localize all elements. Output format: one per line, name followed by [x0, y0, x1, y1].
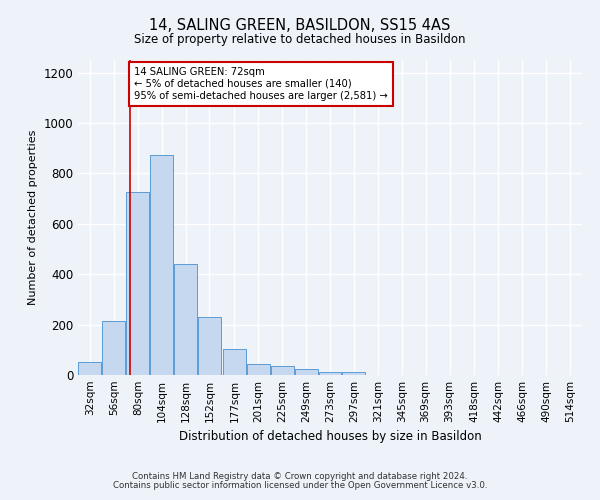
Text: Size of property relative to detached houses in Basildon: Size of property relative to detached ho… [134, 32, 466, 46]
Bar [103, 321, 125, 375]
Bar [319, 372, 341, 375]
Text: Contains HM Land Registry data © Crown copyright and database right 2024.: Contains HM Land Registry data © Crown c… [132, 472, 468, 481]
Y-axis label: Number of detached properties: Number of detached properties [28, 130, 38, 305]
Text: 14, SALING GREEN, BASILDON, SS15 4AS: 14, SALING GREEN, BASILDON, SS15 4AS [149, 18, 451, 32]
Bar [343, 372, 365, 375]
X-axis label: Distribution of detached houses by size in Basildon: Distribution of detached houses by size … [179, 430, 481, 444]
Bar [223, 348, 246, 375]
Bar [271, 366, 293, 375]
Bar [198, 317, 221, 375]
Bar [79, 362, 101, 375]
Bar [127, 192, 149, 375]
Bar [150, 154, 173, 375]
Bar [247, 364, 270, 375]
Text: 14 SALING GREEN: 72sqm
← 5% of detached houses are smaller (140)
95% of semi-det: 14 SALING GREEN: 72sqm ← 5% of detached … [134, 68, 388, 100]
Bar [295, 368, 317, 375]
Text: Contains public sector information licensed under the Open Government Licence v3: Contains public sector information licen… [113, 481, 487, 490]
Bar [174, 264, 197, 375]
